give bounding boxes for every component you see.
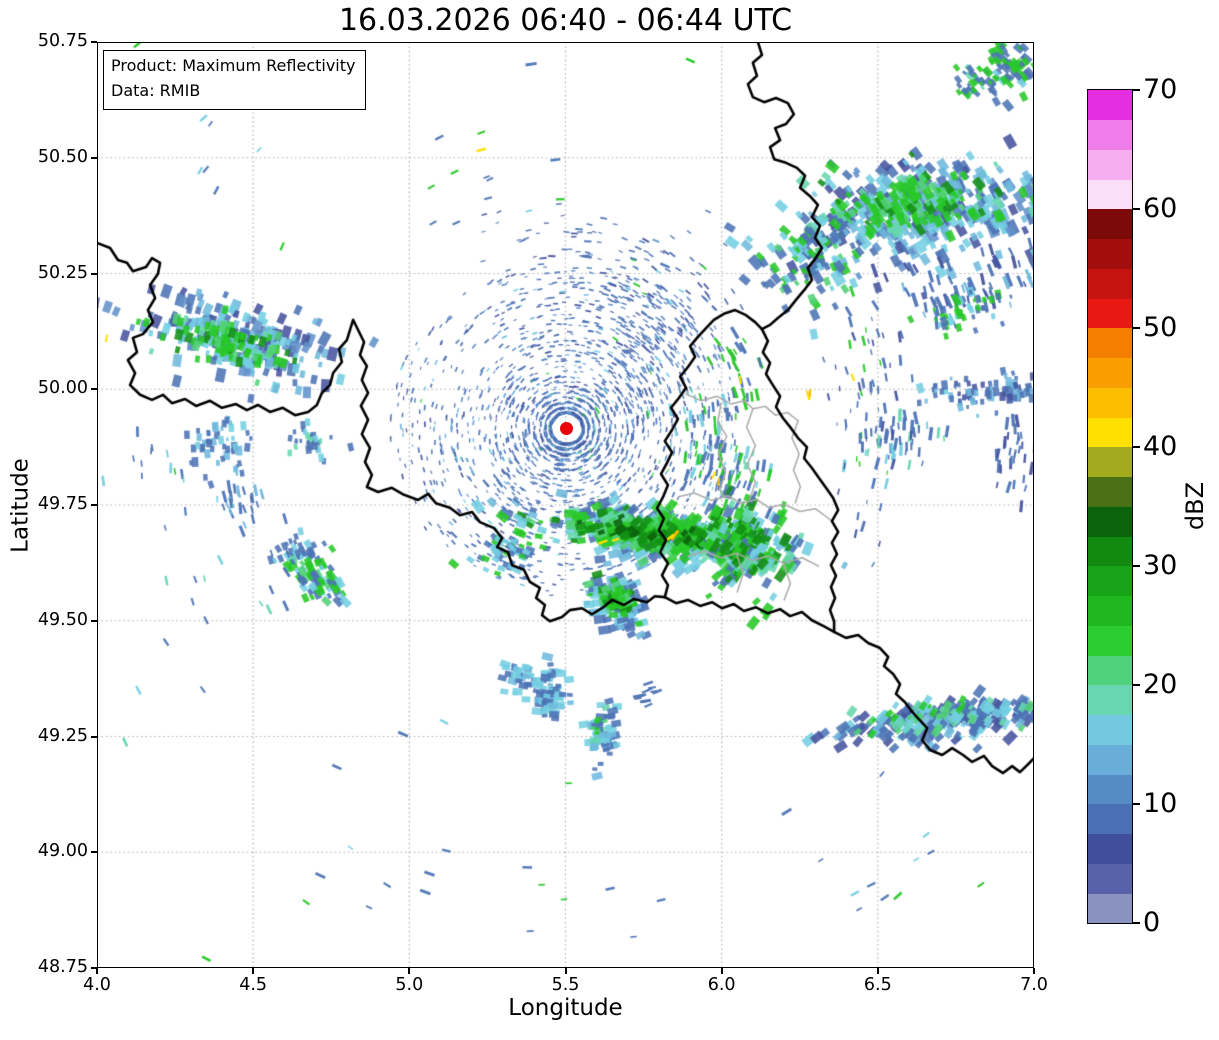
colorbar-tick-label: 20 xyxy=(1143,669,1178,700)
colorbar-cell xyxy=(1088,803,1132,835)
y-tick-mark xyxy=(91,735,97,738)
y-tick-mark xyxy=(91,619,97,622)
colorbar-tick-label: 60 xyxy=(1143,193,1178,224)
colorbar-tick-label: 10 xyxy=(1143,788,1178,819)
colorbar-cell xyxy=(1088,535,1132,567)
colorbar-label: dBZ xyxy=(1181,481,1209,531)
y-tick-label: 49.00 xyxy=(37,841,88,862)
y-tick-mark xyxy=(91,156,97,159)
y-tick-mark xyxy=(91,504,97,506)
colorbar-cell xyxy=(1088,476,1132,507)
x-tick-mark xyxy=(1033,968,1035,974)
radar-site-marker xyxy=(560,422,574,436)
colorbar-cell xyxy=(1088,208,1132,240)
x-tick-mark xyxy=(96,968,98,974)
figure-title: 16.03.2026 06:40 - 06:44 UTC xyxy=(338,3,793,38)
colorbar-tick-label: 50 xyxy=(1143,312,1178,343)
radar-map-canvas xyxy=(97,42,1034,968)
colorbar-tick-mark xyxy=(1133,89,1140,91)
x-tick-label: 6.5 xyxy=(863,975,892,995)
colorbar-cell xyxy=(1088,178,1132,210)
colorbar-cell xyxy=(1088,654,1132,686)
colorbar-tick-mark xyxy=(1133,327,1140,329)
colorbar-cell xyxy=(1088,714,1132,745)
colorbar-cell xyxy=(1088,238,1132,269)
colorbar-tick-mark xyxy=(1133,446,1140,448)
x-tick-label: 4.0 xyxy=(83,975,111,995)
colorbar-cell xyxy=(1088,416,1132,448)
y-tick-mark xyxy=(91,967,97,969)
x-tick-label: 4.5 xyxy=(239,975,268,995)
x-tick-label: 6.0 xyxy=(707,975,736,995)
x-tick-mark xyxy=(876,968,879,974)
info-product-line: Product: Maximum Reflectivity xyxy=(111,56,356,75)
colorbar-tick-mark xyxy=(1133,565,1140,567)
colorbar-cell xyxy=(1088,565,1132,597)
y-tick-label: 49.75 xyxy=(37,494,88,514)
info-box: Product: Maximum Reflectivity Data: RMIB xyxy=(103,50,367,110)
colorbar-cell xyxy=(1088,327,1132,359)
colorbar-cell xyxy=(1088,506,1132,537)
colorbar-cell xyxy=(1088,744,1132,775)
colorbar-cell xyxy=(1088,625,1132,656)
colorbar-cell xyxy=(1088,297,1132,329)
colorbar-cell xyxy=(1088,387,1132,418)
colorbar-cell xyxy=(1088,892,1132,924)
colorbar-tick-mark xyxy=(1133,803,1140,805)
colorbar-cell xyxy=(1088,863,1132,894)
colorbar-cell xyxy=(1088,833,1132,864)
colorbar-cell xyxy=(1088,357,1132,388)
y-tick-mark xyxy=(91,41,97,43)
colorbar-cell xyxy=(1088,446,1132,478)
y-tick-label: 48.75 xyxy=(37,957,88,977)
info-source-line: Data: RMIB xyxy=(111,80,201,100)
colorbar-cell xyxy=(1088,119,1132,150)
y-tick-label: 50.00 xyxy=(37,378,88,399)
colorbar-cell xyxy=(1088,149,1132,180)
colorbar-cell xyxy=(1088,268,1132,299)
colorbar-cell xyxy=(1088,595,1132,626)
colorbar-tick-label: 70 xyxy=(1143,74,1178,105)
y-tick-label: 49.25 xyxy=(37,725,88,746)
y-tick-label: 50.50 xyxy=(37,146,88,167)
colorbar-tick-label: 40 xyxy=(1143,431,1178,462)
colorbar-tick-mark xyxy=(1133,684,1140,686)
x-tick-mark xyxy=(408,968,411,974)
x-tick-mark xyxy=(720,968,723,974)
x-tick-label: 5.0 xyxy=(395,975,424,995)
x-tick-label: 7.0 xyxy=(1020,975,1048,995)
x-tick-mark xyxy=(564,968,567,974)
y-tick-mark xyxy=(91,388,97,391)
y-tick-label: 50.75 xyxy=(37,31,88,51)
colorbar-tick-label: 30 xyxy=(1143,550,1178,581)
y-tick-mark xyxy=(91,851,97,854)
colorbar-cell xyxy=(1088,773,1132,805)
x-tick-label: 5.5 xyxy=(551,975,580,995)
y-tick-label: 50.25 xyxy=(37,262,88,283)
colorbar-tick-label: 0 xyxy=(1143,907,1161,938)
y-tick-mark xyxy=(91,272,97,275)
x-tick-mark xyxy=(252,968,255,974)
y-tick-label: 49.50 xyxy=(37,609,88,630)
colorbar-cell xyxy=(1088,684,1132,716)
colorbar-tick-mark xyxy=(1133,208,1140,210)
colorbar-cell xyxy=(1088,89,1132,121)
colorbar-tick-mark xyxy=(1133,922,1140,924)
x-axis-label: Longitude xyxy=(508,995,623,1021)
